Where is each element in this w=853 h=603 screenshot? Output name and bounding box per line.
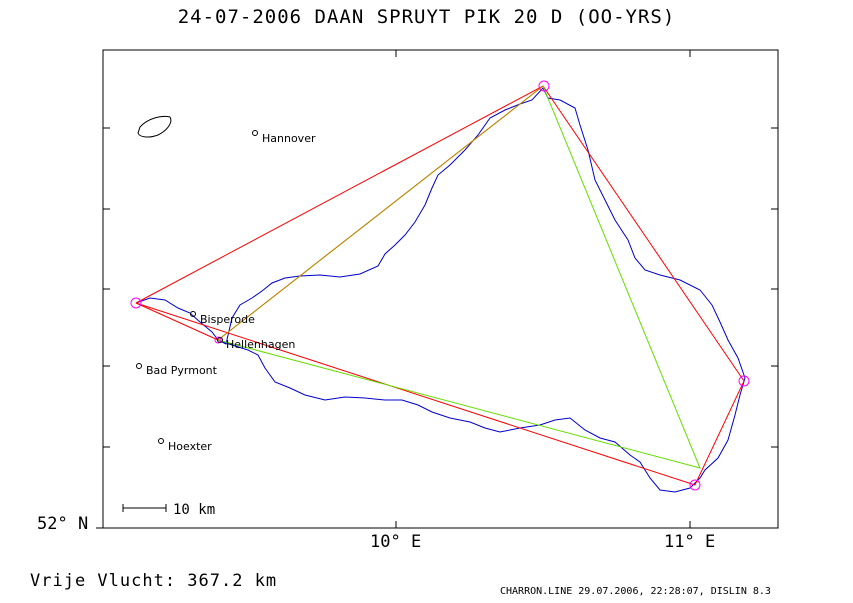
town-label: Bad Pyrmont: [146, 364, 218, 377]
town-marker: [136, 363, 142, 369]
town-markers: [136, 130, 258, 444]
town-label: Hellenhagen: [226, 338, 295, 351]
scale-bar: [122, 504, 167, 512]
town-marker: [252, 130, 258, 136]
town-label: Bisperode: [200, 313, 255, 326]
town-marker: [190, 311, 196, 317]
leg-outbound: [217, 85, 544, 341]
flight-distance: Vrije Vlucht: 367.2 km: [30, 571, 278, 591]
task-line: [135, 85, 745, 486]
turnpoint-marker: [738, 375, 750, 387]
turnpoint-marker: [538, 80, 550, 92]
town-label: Hoexter: [168, 440, 212, 453]
axis-ticks: [96, 50, 778, 529]
town-label: Hannover: [262, 132, 316, 145]
footer-credits: CHARRON.LINE 29.07.2006, 22:28:07, DISLI…: [500, 586, 771, 597]
turnpoint-marker: [689, 479, 701, 491]
map-frame: [102, 49, 779, 529]
scale-bar-label: 10 km: [173, 502, 215, 518]
turnpoint-marker: [130, 297, 142, 309]
latitude-label: 52° N: [37, 514, 89, 534]
turnpoint-markers: [130, 80, 750, 491]
task-line-start: [135, 302, 219, 341]
town-marker: [217, 337, 223, 343]
town-marker: [158, 438, 164, 444]
flight-track: [135, 87, 746, 493]
turnpoint-marker: [214, 336, 222, 344]
lake-outline: [137, 115, 172, 138]
longitude-tick-label: 10° E: [370, 532, 422, 552]
longitude-tick-label: 11° E: [664, 532, 716, 552]
map-title: 24-07-2006 DAAN SPRUYT PIK 20 D (OO-YRS): [177, 6, 676, 28]
